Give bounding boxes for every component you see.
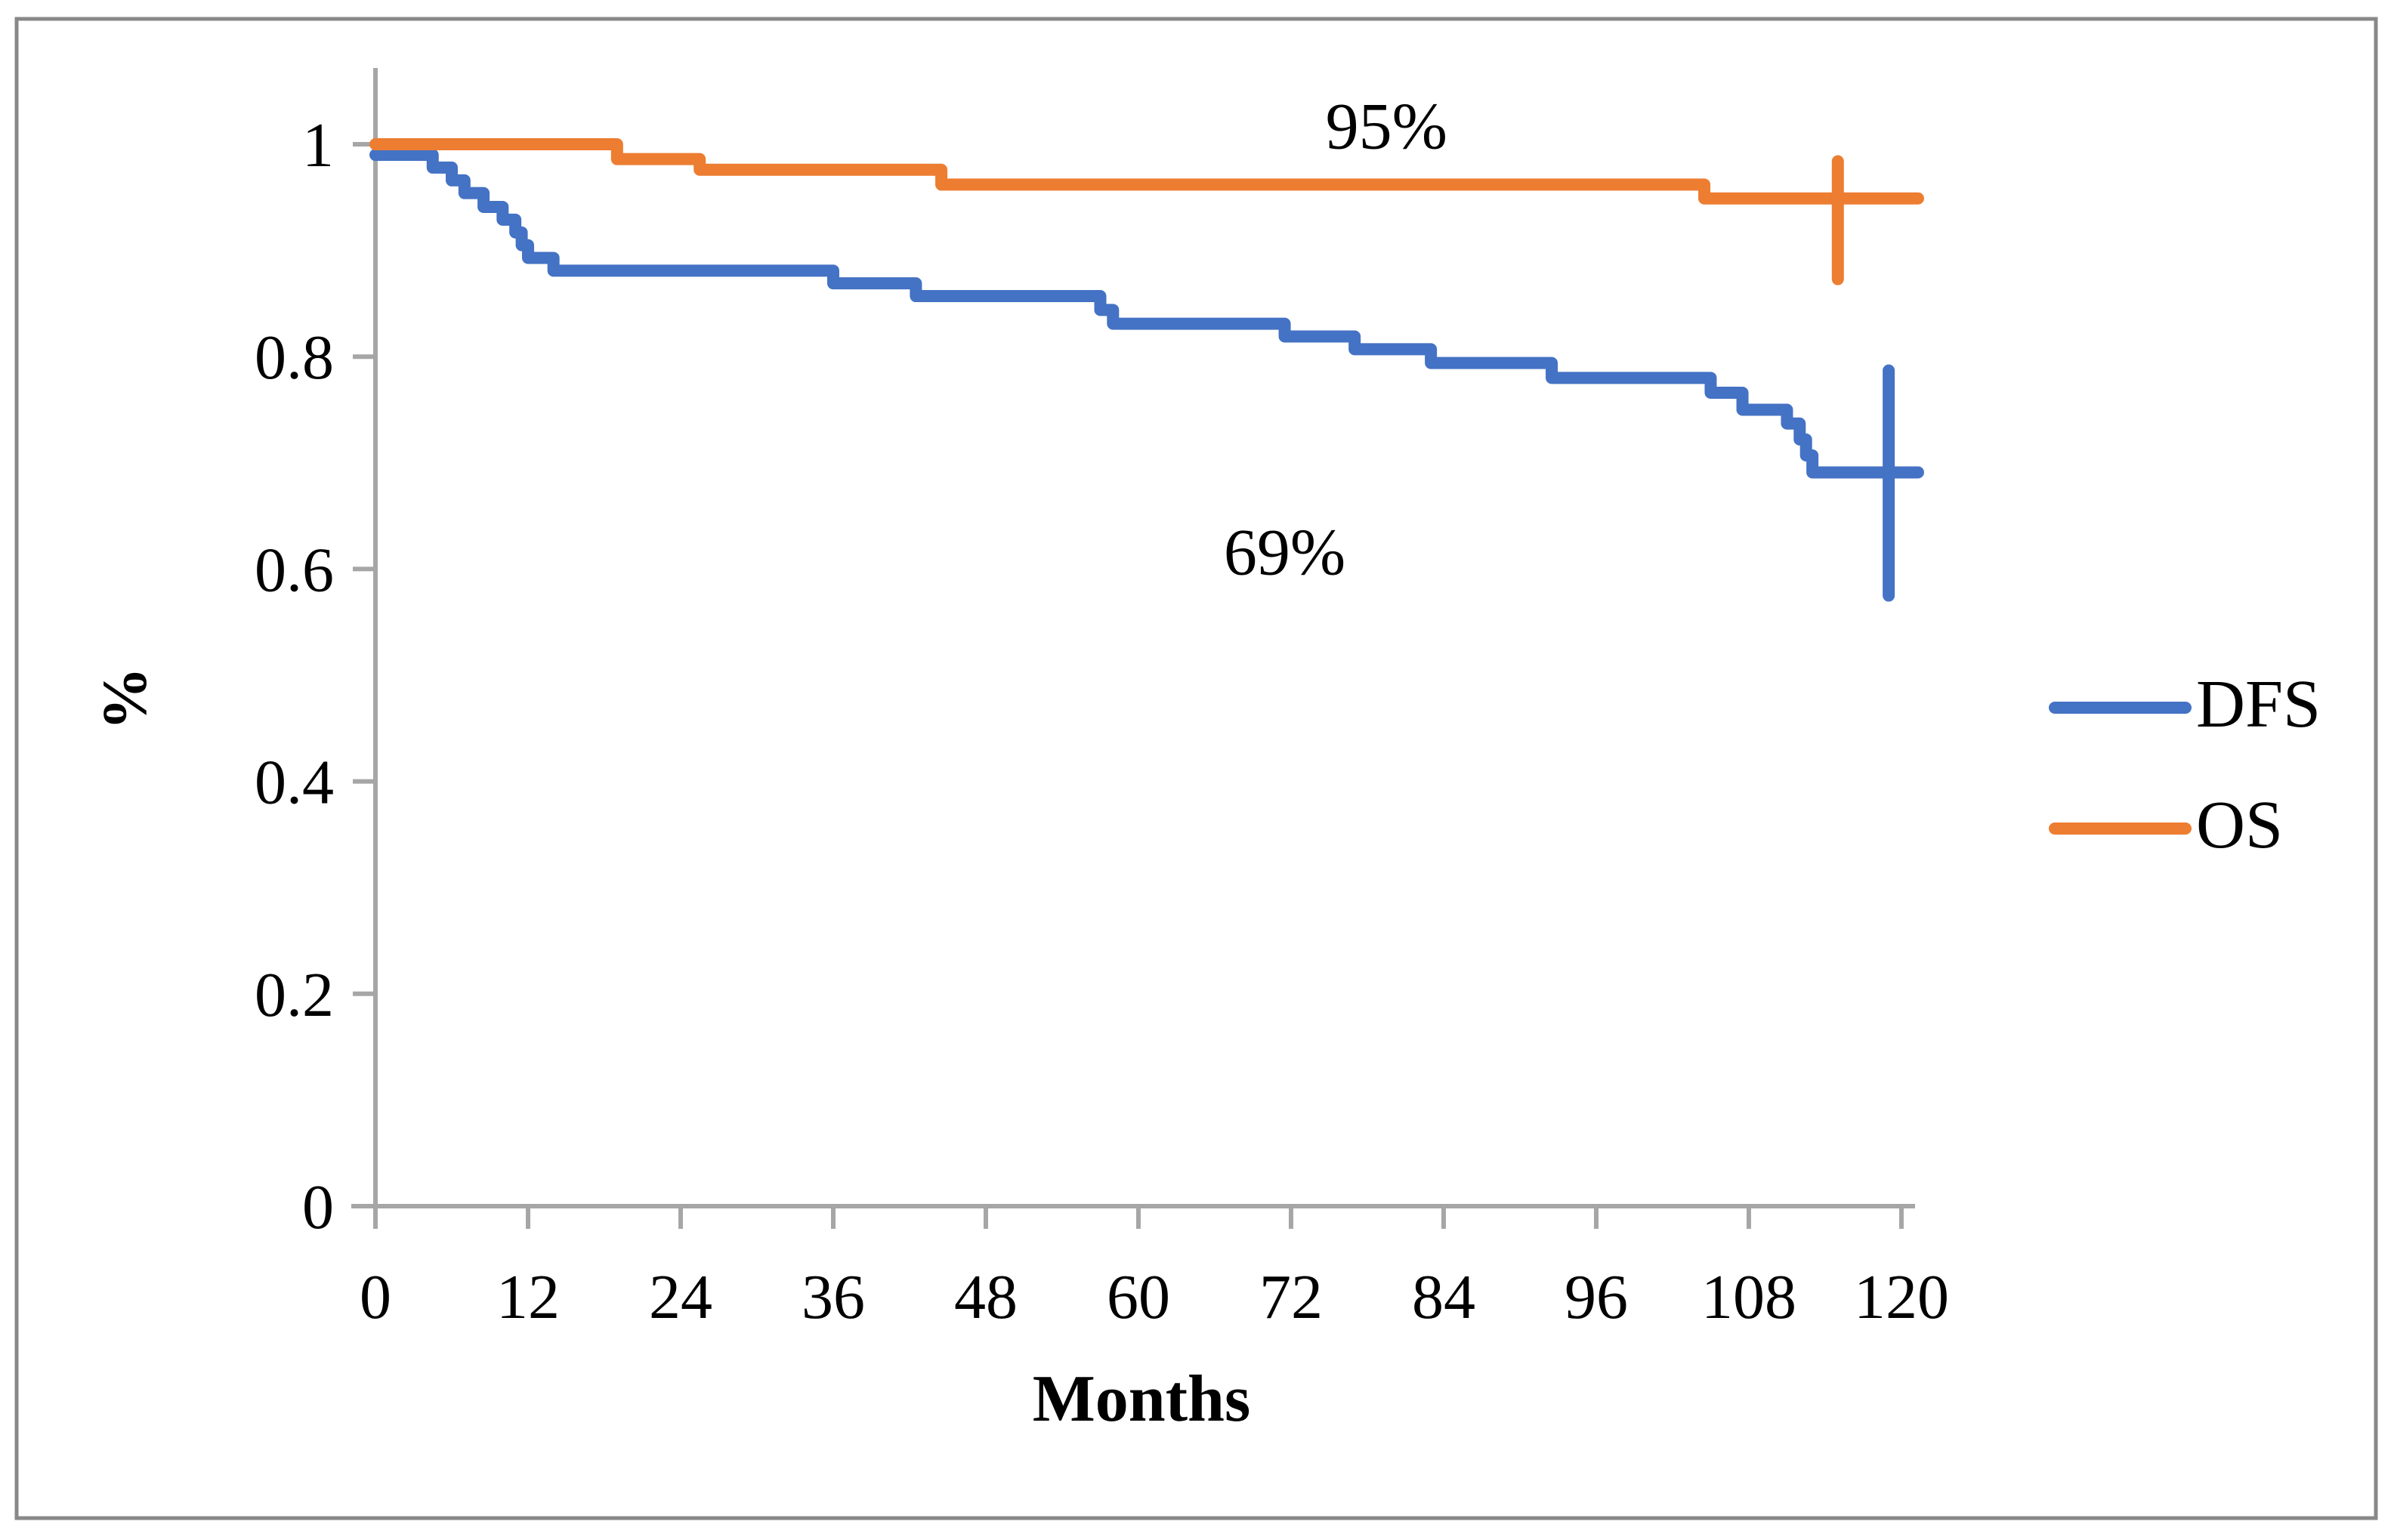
dfs-curve: [369, 149, 1924, 479]
y-tick-label: 0.8: [255, 323, 334, 393]
x-tick-label: 96: [1565, 1262, 1628, 1332]
survival-curves: [369, 138, 1924, 602]
x-tick-label: 0: [360, 1262, 391, 1332]
x-tick-label: 84: [1412, 1262, 1475, 1332]
y-tick-label: 1: [302, 110, 334, 181]
annotations: 69% 95%: [1224, 91, 1447, 590]
x-tick-label: 60: [1107, 1262, 1170, 1332]
x-axis-title: Months: [1033, 1363, 1251, 1436]
legend-label-dfs: DFS: [2196, 667, 2321, 742]
y-tick-label: 0: [302, 1172, 334, 1242]
x-tick-label: 108: [1701, 1262, 1796, 1332]
x-tick-label: 36: [802, 1262, 865, 1332]
x-tick-label: 12: [496, 1262, 560, 1332]
os-curve: [369, 138, 1924, 205]
x-tick-label: 48: [954, 1262, 1018, 1332]
axes: 0 12 24 36 48 60 72 84 96 108 120 0 0.2 0.4 0.6 0.8 1: [255, 68, 1949, 1332]
y-tick-label: 0.2: [255, 960, 334, 1030]
os-rate-annotation: 95%: [1326, 91, 1447, 164]
y-tick-label: 0.4: [255, 748, 334, 818]
dfs-rate-annotation: 69%: [1224, 516, 1345, 589]
x-tick-label: 72: [1259, 1262, 1323, 1332]
y-tick-label: 0.6: [255, 535, 334, 605]
y-axis-title: %: [90, 667, 160, 730]
x-tick-label: 24: [649, 1262, 712, 1332]
legend: DFS OS: [2049, 667, 2321, 863]
x-tick-label: 120: [1854, 1262, 1949, 1332]
figure-border: [14, 17, 2378, 1520]
legend-label-os: OS: [2196, 788, 2283, 863]
